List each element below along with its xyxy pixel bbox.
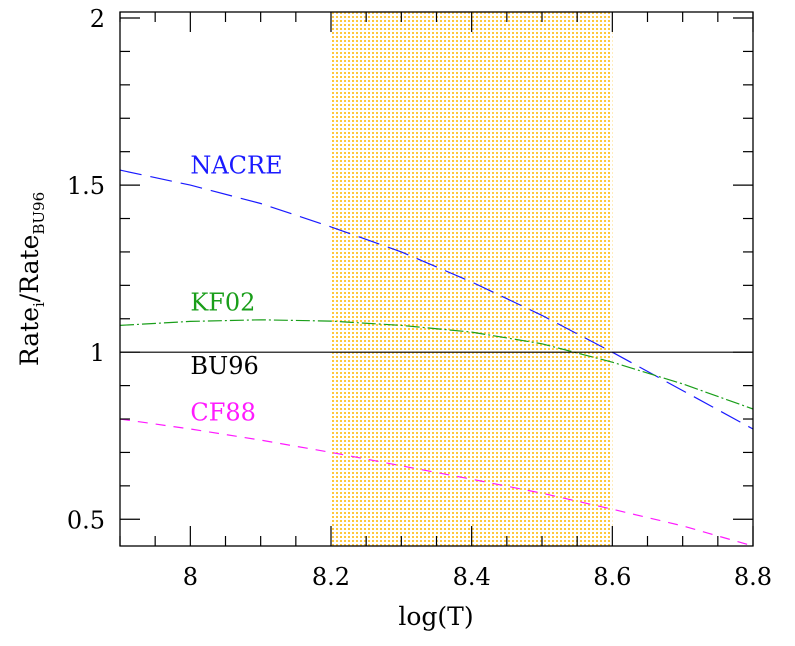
series-line-nacre — [119, 169, 754, 430]
x-tick-label: 8.2 — [312, 563, 350, 591]
shaded-region — [331, 12, 613, 546]
x-tick-label: 8.8 — [734, 563, 772, 591]
x-tick-label: 8.6 — [593, 563, 631, 591]
series-label-nacre: NACRE — [190, 151, 282, 179]
series-label-bu96: BU96 — [190, 352, 258, 380]
series-line-kf02 — [119, 319, 754, 410]
y-tick-label: 1 — [90, 339, 105, 367]
series-label-kf02: KF02 — [190, 288, 255, 316]
x-axis-label: log(T) — [398, 602, 473, 631]
y-tick-label: 1.5 — [67, 172, 105, 200]
y-tick-label: 2 — [90, 5, 105, 33]
series-label-cf88: CF88 — [190, 399, 256, 427]
y-tick-label: 0.5 — [67, 506, 105, 534]
x-tick-label: 8 — [183, 563, 198, 591]
x-tick-label: 8.4 — [453, 563, 491, 591]
y-axis-label: Ratei/RateBU96 — [15, 192, 48, 366]
